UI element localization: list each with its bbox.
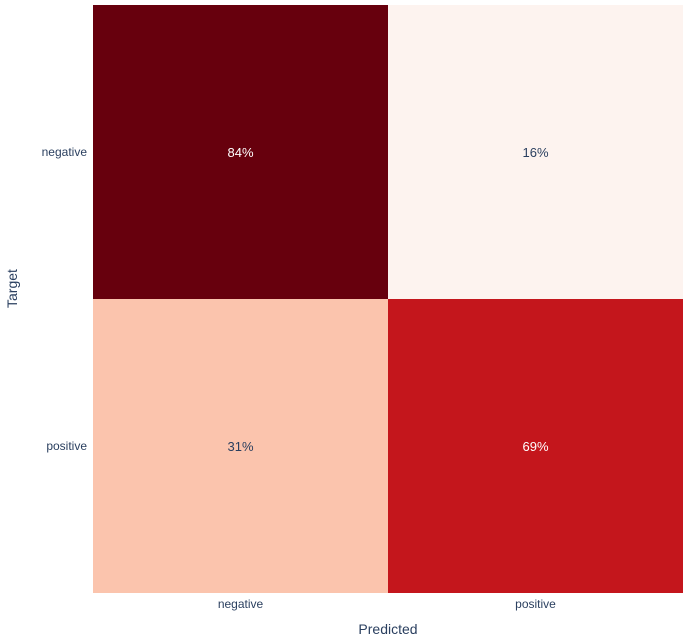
y-axis-title: Target bbox=[4, 269, 20, 308]
matrix-cell-target-negative-predicted-negative: 84% bbox=[93, 5, 388, 299]
cell-value-label: 84% bbox=[227, 144, 254, 160]
x-tick-positive: positive bbox=[515, 597, 556, 611]
cell-value-label: 16% bbox=[522, 144, 549, 160]
x-axis-title: Predicted bbox=[358, 621, 418, 637]
matrix-cell-target-negative-predicted-positive: 16% bbox=[388, 5, 683, 299]
cell-value-label: 69% bbox=[522, 438, 549, 454]
x-tick-negative: negative bbox=[217, 597, 264, 611]
heatmap-plot-area: 84% 16% 31% 69% bbox=[93, 5, 683, 593]
matrix-cell-target-positive-predicted-positive: 69% bbox=[388, 299, 683, 593]
cell-value-label: 31% bbox=[227, 438, 254, 454]
y-tick-positive: positive bbox=[46, 439, 87, 453]
y-tick-negative: negative bbox=[41, 145, 87, 159]
matrix-cell-target-positive-predicted-negative: 31% bbox=[93, 299, 388, 593]
x-axis-ticks: negative positive bbox=[93, 596, 683, 612]
